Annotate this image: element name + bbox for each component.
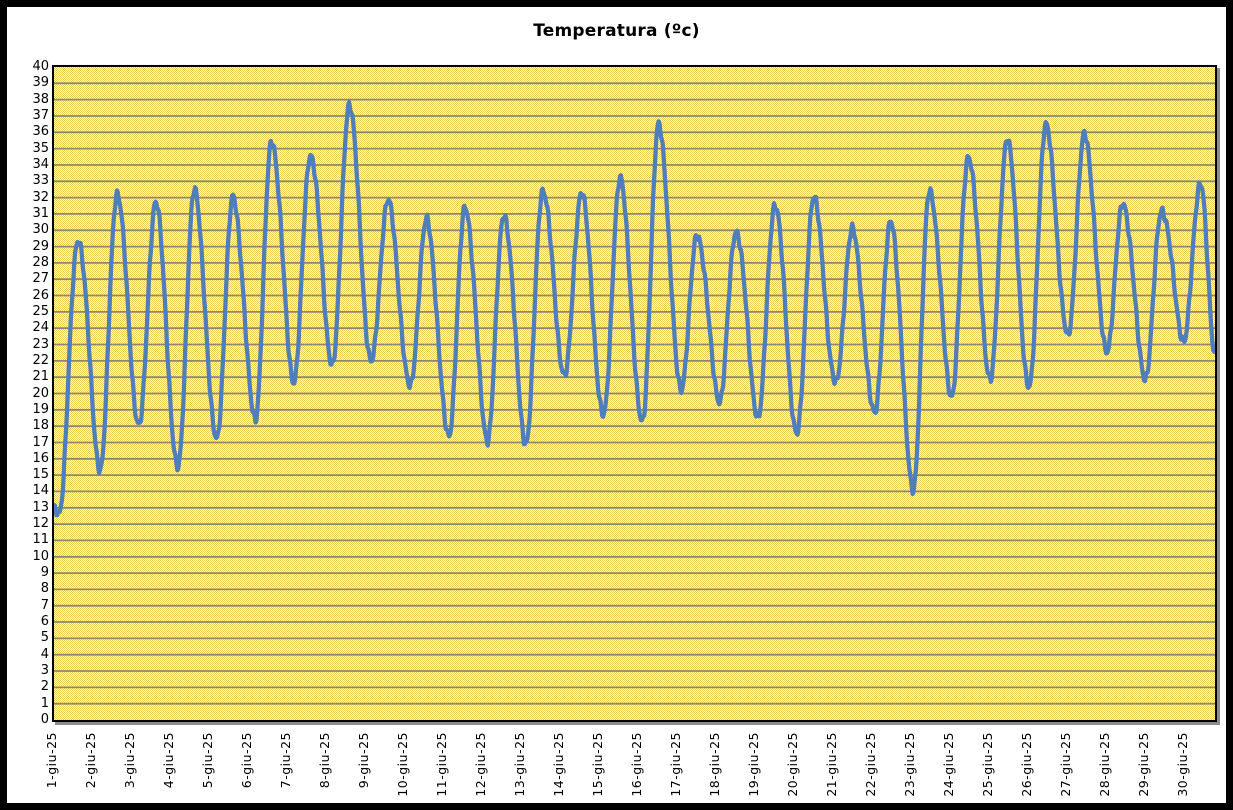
y-tick-label: 11 [32, 532, 49, 548]
y-tick-label: 27 [32, 271, 49, 287]
y-tick-label: 37 [32, 108, 49, 123]
y-tick-label: 5 [40, 630, 49, 646]
x-tick-label: 30-giu-25 [1175, 732, 1190, 797]
x-tick-label: 15-giu-25 [590, 732, 605, 797]
y-tick-label: 28 [32, 254, 49, 270]
y-tick-label: 4 [40, 646, 49, 662]
y-tick-label: 23 [32, 336, 49, 352]
y-tick-label: 18 [32, 418, 49, 434]
y-tick-label: 12 [32, 516, 49, 532]
x-tick-label: 11-giu-25 [434, 732, 449, 797]
y-tick-label: 13 [32, 499, 49, 515]
x-tick-label: 10-giu-25 [395, 732, 410, 797]
y-tick-label: 9 [40, 565, 49, 581]
x-tick-label: 9-giu-25 [356, 732, 371, 789]
y-tick-label: 6 [40, 614, 49, 629]
x-tick-label: 7-giu-25 [278, 732, 293, 789]
y-tick-label: 2 [40, 679, 49, 695]
y-tick-label: 14 [32, 483, 49, 499]
x-tick-label: 12-giu-25 [473, 732, 488, 797]
x-tick-label: 21-giu-25 [824, 732, 839, 797]
x-tick-label: 23-giu-25 [902, 732, 917, 797]
x-tick-label: 3-giu-25 [122, 732, 137, 789]
x-tick-label: 24-giu-25 [941, 732, 956, 797]
y-tick-label: 17 [32, 434, 49, 450]
y-tick-label: 19 [32, 401, 49, 417]
y-tick-label: 7 [40, 597, 49, 613]
y-tick-label: 38 [32, 91, 49, 107]
x-tick-label: 28-giu-25 [1097, 732, 1112, 797]
x-tick-label: 20-giu-25 [785, 732, 800, 797]
y-tick-label: 8 [40, 581, 49, 597]
x-tick-label: 25-giu-25 [980, 732, 995, 797]
y-tick-label: 3 [40, 663, 49, 678]
x-tick-label: 4-giu-25 [161, 732, 176, 789]
y-tick-label: 31 [32, 205, 49, 221]
x-tick-label: 29-giu-25 [1136, 732, 1151, 797]
y-tick-label: 20 [32, 385, 49, 401]
x-tick-label: 8-giu-25 [317, 732, 332, 789]
y-tick-label: 35 [32, 140, 49, 156]
x-tick-label: 13-giu-25 [512, 732, 527, 797]
y-tick-label: 21 [32, 369, 49, 385]
y-tick-label: 0 [40, 712, 49, 727]
temperature-series-line [54, 100, 1215, 518]
y-tick-label: 39 [32, 75, 49, 91]
x-tick-label: 26-giu-25 [1019, 732, 1034, 797]
y-tick-label: 30 [32, 222, 49, 238]
y-tick-label: 32 [32, 189, 49, 205]
x-tick-label: 2-giu-25 [83, 732, 98, 789]
y-tick-label: 26 [32, 287, 49, 303]
y-tick-label: 29 [32, 238, 49, 254]
y-tick-label: 16 [32, 450, 49, 466]
x-tick-label: 19-giu-25 [746, 732, 761, 797]
chart-title: Temperatura (ºc) [533, 21, 700, 41]
y-tick-label: 34 [32, 156, 49, 172]
x-tick-label: 16-giu-25 [629, 732, 644, 797]
y-tick-label: 40 [32, 59, 49, 74]
y-tick-label: 10 [32, 548, 49, 564]
x-tick-label: 1-giu-25 [44, 732, 59, 789]
x-tick-label: 27-giu-25 [1058, 732, 1073, 797]
y-tick-label: 24 [32, 320, 49, 336]
y-tick-label: 36 [32, 124, 49, 140]
plot-area [52, 65, 1217, 722]
x-tick-label: 18-giu-25 [707, 732, 722, 797]
temperature-line-chart [54, 82, 1215, 705]
y-tick-label: 25 [32, 303, 49, 319]
y-tick-label: 1 [40, 695, 49, 711]
x-tick-label: 14-giu-25 [551, 732, 566, 797]
y-tick-label: 22 [32, 352, 49, 368]
y-tick-label: 15 [32, 467, 49, 483]
x-tick-label: 22-giu-25 [863, 732, 878, 797]
y-tick-label: 33 [32, 173, 49, 189]
x-tick-label: 5-giu-25 [200, 732, 215, 789]
x-tick-label: 6-giu-25 [239, 732, 254, 789]
x-tick-label: 17-giu-25 [668, 732, 683, 797]
